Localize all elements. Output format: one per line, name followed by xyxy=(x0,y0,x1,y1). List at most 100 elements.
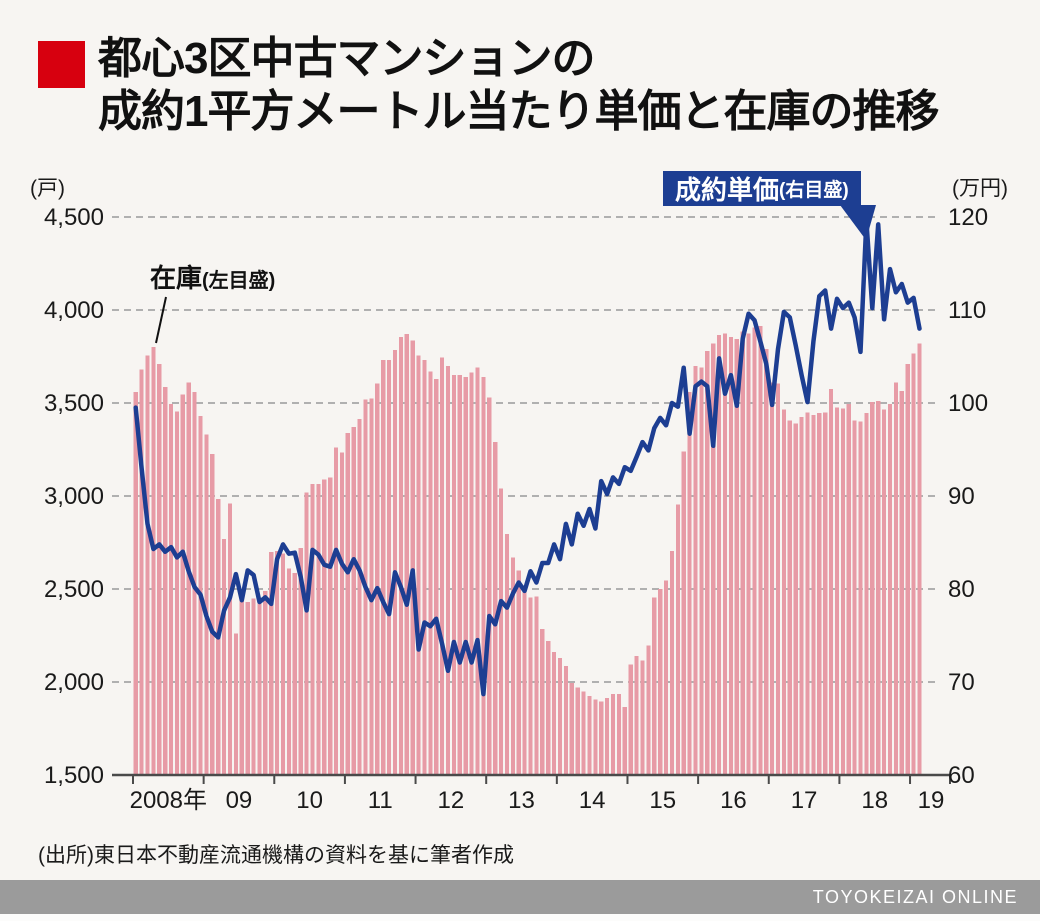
inventory-bar xyxy=(263,590,268,775)
inventory-bar xyxy=(493,442,498,775)
inventory-bar xyxy=(864,413,869,775)
inventory-bar xyxy=(163,387,168,775)
inventory-bar xyxy=(770,382,775,775)
inventory-bar xyxy=(516,570,521,775)
inventory-bar xyxy=(316,483,321,775)
inventory-bar xyxy=(180,394,185,775)
title-line-2: 成約1平方メートル当たり単価と在庫の推移 xyxy=(98,87,939,136)
left-axis-tick-label: 4,000 xyxy=(44,297,104,324)
price-label-main: 成約単価 xyxy=(675,175,780,205)
price-line xyxy=(133,218,922,697)
inventory-bar xyxy=(416,355,421,775)
x-axis-tick-label: 19 xyxy=(918,787,945,814)
inventory-bar xyxy=(758,325,763,775)
left-axis-tick-label: 3,500 xyxy=(44,390,104,417)
inventory-bar xyxy=(440,357,445,775)
right-axis-tick-label: 60 xyxy=(948,762,975,789)
left-axis-tick-label: 2,500 xyxy=(44,576,104,603)
inventory-bar xyxy=(693,365,698,775)
x-axis-tick-label: 13 xyxy=(508,787,535,814)
inventory-bar xyxy=(811,415,816,775)
inventory-bar xyxy=(333,447,339,775)
inventory-bar xyxy=(298,548,303,775)
inventory-bar xyxy=(210,454,215,775)
inventory-bar xyxy=(805,412,810,775)
inventory-bar xyxy=(481,376,486,775)
inventory-bar xyxy=(628,664,633,775)
inventory-bar xyxy=(616,694,622,775)
inventory-bar xyxy=(386,360,392,775)
right-axis-tick-label: 90 xyxy=(948,483,975,510)
inventory-bar xyxy=(369,398,374,775)
inventory-bar xyxy=(681,451,686,775)
inventory-bar xyxy=(711,343,716,775)
inventory-bar xyxy=(917,343,922,775)
inventory-bar xyxy=(675,504,680,775)
inventory-bar xyxy=(487,397,492,775)
x-axis-tick-label: 09 xyxy=(226,787,253,814)
x-axis-tick-label: 10 xyxy=(296,787,323,814)
inventory-bar xyxy=(799,416,804,775)
inventory-bar xyxy=(552,652,557,775)
inventory-bar xyxy=(687,391,692,775)
inventory-bar xyxy=(157,363,162,775)
inventory-bar xyxy=(475,367,480,775)
inventory-label-main: 在庫 xyxy=(150,263,203,293)
inventory-bar xyxy=(339,452,345,775)
inventory-bar xyxy=(882,409,887,775)
inventory-bar xyxy=(752,327,757,775)
inventory-bar xyxy=(775,383,781,775)
title-line-1: 都心3区中古マンションの xyxy=(98,34,595,83)
inventory-bar xyxy=(534,596,539,775)
inventory-pointer-line xyxy=(155,296,167,344)
right-axis-unit: (万円) xyxy=(952,177,1008,200)
left-axis-tick-label: 2,000 xyxy=(44,669,104,696)
right-axis-tick-label: 70 xyxy=(948,669,975,696)
inventory-bar xyxy=(652,597,657,775)
x-axis-tick-label: 16 xyxy=(720,787,747,814)
inventory-bar xyxy=(846,403,851,775)
inventory-bar xyxy=(899,390,904,775)
inventory-bar xyxy=(463,376,468,775)
source-note: (出所)東日本不動産流通機構の資料を基に筆者作成 xyxy=(38,844,514,867)
inventory-bar xyxy=(717,335,722,775)
inventory-bar xyxy=(328,477,333,775)
x-axis-tick-label: 12 xyxy=(438,787,465,814)
inventory-bar xyxy=(658,589,663,775)
inventory-bar xyxy=(269,551,274,775)
inventory-bar xyxy=(404,334,409,775)
inventory-bar xyxy=(840,408,845,775)
inventory-bar xyxy=(893,382,898,775)
inventory-bar xyxy=(546,641,551,775)
x-axis-tick-label: 18 xyxy=(861,787,888,814)
inventory-bar xyxy=(392,349,398,775)
inventory-bar xyxy=(746,333,751,775)
inventory-bar xyxy=(434,378,439,775)
inventory-bar xyxy=(221,538,227,775)
left-axis-tick-label: 4,500 xyxy=(44,204,104,231)
inventory-bar xyxy=(740,331,745,775)
inventory-bar xyxy=(227,503,233,775)
inventory-bar xyxy=(322,479,327,775)
inventory-bar xyxy=(469,372,474,775)
inventory-bar xyxy=(646,645,651,775)
inventory-bar xyxy=(186,382,191,775)
inventory-bar xyxy=(764,349,769,775)
inventory-bar xyxy=(398,336,403,775)
inventory-series-label: 在庫(左目盛) xyxy=(150,258,275,295)
inventory-bar xyxy=(304,492,309,775)
inventory-bar xyxy=(870,402,875,775)
inventory-bar xyxy=(451,375,457,775)
axis-labels: 4,500 120 4,000 110 3,500 100 3,000 90 2,500 80 2,… xyxy=(44,204,988,814)
x-axis-tick-label: 11 xyxy=(368,787,393,814)
x-axis-tick-label: 17 xyxy=(791,787,818,814)
inventory-bar xyxy=(905,363,910,775)
right-axis-tick-label: 80 xyxy=(948,576,975,603)
brand-logo-text: TOYOKEIZAI ONLINE xyxy=(812,886,1018,907)
inventory-bar xyxy=(640,660,645,775)
inventory-bar xyxy=(587,695,592,775)
inventory-bar xyxy=(151,347,156,775)
inventory-bar xyxy=(239,598,244,775)
inventory-bar xyxy=(522,590,527,775)
